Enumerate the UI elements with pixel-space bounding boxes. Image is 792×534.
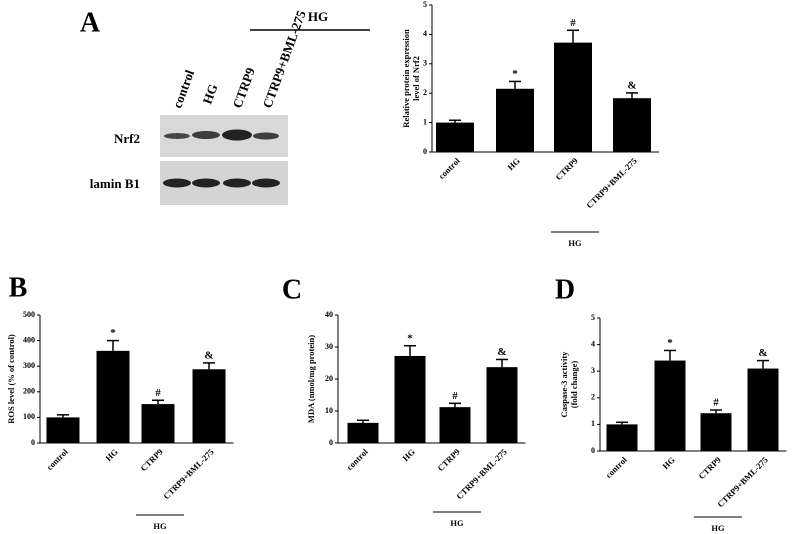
y-tick-label: 1 [423,117,427,126]
y-axis-label: ROS level (% of control) [6,334,16,424]
group-label: HG [711,523,725,533]
y-tick-label: 20 [325,374,333,383]
y-tick-label: 200 [23,387,35,396]
bar [436,122,474,152]
y-tick-label: 5 [423,0,427,9]
y-tick-label: 10 [325,406,333,415]
panel-label: D [555,274,575,305]
y-tick-label: 0 [329,438,333,447]
panel-label: A [80,7,101,38]
significance-mark: # [452,390,458,402]
y-axis-label: Relative protein expression [401,29,411,128]
bar [613,98,651,152]
x-tick-label: HG [103,446,120,463]
x-tick-label: HG [400,446,417,463]
bar [46,417,80,443]
y-tick-label: 30 [325,342,333,351]
y-tick-label: 0 [423,147,427,156]
x-tick-label: CTRP9 [435,447,461,473]
bar [606,424,638,451]
bar [554,42,592,152]
bar [347,422,379,443]
significance-mark: * [110,327,116,339]
y-tick-label: 3 [423,59,427,68]
significance-mark: # [713,397,719,409]
y-tick-label: 40 [325,310,333,319]
x-tick-label: HG [505,155,522,172]
x-tick-label: CTRP9 [138,447,164,473]
group-label: HG [153,521,167,531]
y-tick-label: 0 [591,446,595,455]
row-label: lamin B1 [90,176,140,191]
y-tick-label: 2 [423,88,427,97]
y-tick-label: 4 [423,29,427,38]
x-tick-label: control [436,155,462,181]
bar [747,368,779,451]
x-tick-label: CTRP9+BML-275 [715,455,770,510]
y-tick-label: 0 [31,438,35,447]
bar [654,360,686,451]
bar [496,88,534,152]
lane-label: CTRP9 [230,65,259,110]
significance-mark: & [497,346,506,358]
x-tick-label: control [344,446,370,472]
x-tick-label: CTRP9 [696,455,722,481]
row-label: Nrf2 [114,131,140,146]
panel-label: B [9,272,28,303]
x-tick-label: CTRP9+BML-275 [161,447,216,502]
x-tick-label: CTRP9+BML-275 [584,156,639,211]
significance-mark: & [204,349,213,361]
bar [439,407,471,443]
bar [394,355,426,443]
y-tick-label: 300 [23,361,35,370]
significance-mark: & [758,347,767,359]
bar [96,350,130,443]
significance-mark: # [155,387,161,399]
panel-label: C [282,274,302,305]
bar [192,369,226,443]
y-tick-label: 2 [591,393,595,402]
significance-mark: # [570,17,576,29]
bar [486,367,518,443]
significance-mark: * [512,68,518,80]
bar [700,413,732,451]
group-label: HG [308,9,328,24]
y-tick-label: 500 [23,310,35,319]
y-axis-label: Caspase-3 activity [559,351,569,418]
y-tick-label: 5 [591,313,595,322]
significance-mark: * [667,337,673,349]
x-tick-label: CTRP9+BML-275 [454,447,509,502]
y-tick-label: 4 [591,339,595,348]
y-tick-label: 1 [591,419,595,428]
bar [141,404,175,443]
y-tick-label: 400 [23,335,35,344]
lane-label: control [170,67,198,110]
significance-mark: & [627,79,636,91]
group-label: HG [450,518,464,528]
lane-label: CTRP9+BML-275 [260,8,309,110]
group-label: HG [568,238,582,248]
lane-label: HG [200,82,221,106]
blot-bands [163,129,280,188]
y-tick-label: 3 [591,366,595,375]
y-tick-label: 100 [23,412,35,421]
y-axis-label: (fold change) [569,361,579,409]
x-tick-label: control [603,454,629,480]
significance-mark: * [407,332,413,344]
y-axis-label: MDA (nmol/mg protein) [306,335,316,423]
y-axis-label: level of Nrf2 [411,56,421,101]
x-tick-label: control [44,446,70,472]
x-tick-label: CTRP9 [553,156,579,182]
x-tick-label: HG [660,454,677,471]
